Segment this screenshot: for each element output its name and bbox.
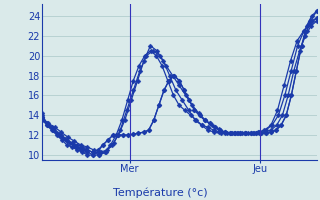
Text: Température (°c): Température (°c) (113, 188, 207, 198)
